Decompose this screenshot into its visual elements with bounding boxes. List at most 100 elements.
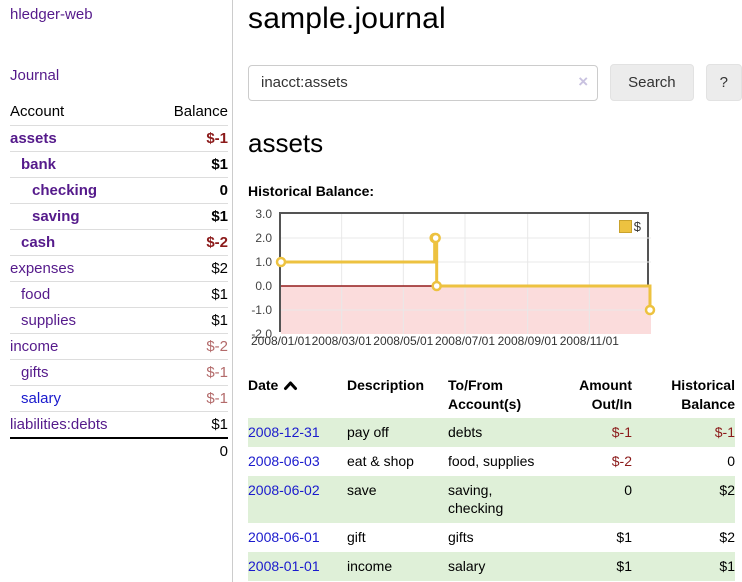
sidebar-account-link[interactable]: assets bbox=[10, 130, 57, 147]
register-header-description: Description bbox=[347, 377, 425, 393]
transaction-amount: $-1 bbox=[555, 417, 640, 447]
sidebar-account-link[interactable]: bank bbox=[21, 156, 57, 173]
legend-label: $ bbox=[633, 219, 641, 234]
accounts-table-body: assets $-1 bank $1 checking 0 saving $1 cash $-2 e… bbox=[10, 125, 228, 438]
transaction-accounts: debts bbox=[448, 417, 555, 447]
account-balance: $-2 bbox=[150, 229, 228, 256]
register-header-amount: Amount Out/In bbox=[579, 377, 632, 412]
table-row: 2008-06-01 gift gifts $1 $2 bbox=[248, 523, 735, 552]
accounts-header-balance: Balance bbox=[173, 103, 228, 120]
journal-nav: Journal bbox=[10, 67, 232, 84]
account-balance: $2 bbox=[150, 255, 228, 282]
account-row: checking 0 bbox=[10, 177, 228, 204]
register-table-body: 2008-12-31 pay off debts $-1 $-1 2008-06-03 ea… bbox=[248, 417, 735, 582]
account-balance: $-1 bbox=[150, 125, 228, 152]
app-title-link[interactable]: hledger-web bbox=[10, 6, 93, 23]
accounts-total-row: 0 bbox=[10, 437, 228, 464]
sidebar-account-link[interactable]: saving bbox=[32, 208, 80, 225]
search-form: × Search ? bbox=[248, 64, 742, 101]
help-button[interactable]: ? bbox=[705, 64, 742, 101]
account-row: supplies $1 bbox=[10, 307, 228, 334]
register-header-balance: Historical Balance bbox=[671, 377, 735, 412]
y-axis-tick-label: 2.0 bbox=[255, 231, 272, 245]
app-title: hledger-web bbox=[10, 6, 232, 23]
register-header-date[interactable]: Date bbox=[248, 374, 347, 418]
y-axis-tick-label: 3.0 bbox=[255, 207, 272, 221]
sidebar-account-link[interactable]: gifts bbox=[21, 364, 49, 381]
chart-title: Historical Balance: bbox=[248, 183, 375, 199]
sidebar-account-link[interactable]: food bbox=[21, 286, 51, 303]
transaction-accounts: food, supplies bbox=[448, 452, 535, 469]
sidebar-item-journal[interactable]: Journal bbox=[10, 67, 60, 84]
account-row: bank $1 bbox=[10, 151, 228, 178]
sidebar-account-link[interactable]: salary bbox=[21, 390, 62, 407]
y-axis-tick-label: 1.0 bbox=[255, 255, 272, 269]
account-row: expenses $2 bbox=[10, 255, 228, 282]
register-header-accounts: To/From Account(s) bbox=[448, 377, 522, 412]
account-row: cash $-2 bbox=[10, 229, 228, 256]
account-balance: $1 bbox=[150, 307, 228, 334]
transaction-description: pay off bbox=[347, 417, 448, 447]
account-row: liabilities:debts $1 bbox=[10, 411, 228, 438]
y-axis-tick-label: -2.0 bbox=[251, 327, 272, 341]
sidebar-account-link[interactable]: expenses bbox=[10, 260, 75, 277]
account-balance: $1 bbox=[150, 151, 228, 178]
sidebar-account-link[interactable]: checking bbox=[32, 182, 98, 199]
accounts-header-account: Account bbox=[10, 103, 65, 120]
table-row: 2008-06-02 save saving, checking 0 $2 bbox=[248, 475, 735, 524]
transaction-amount: 0 bbox=[555, 475, 640, 524]
account-balance: $-2 bbox=[150, 333, 228, 360]
register-header-row: Date Description To/From Account(s) Amou… bbox=[248, 374, 735, 418]
transaction-amount: $-2 bbox=[611, 452, 632, 469]
transaction-balance: $1 bbox=[640, 552, 735, 582]
chart-plot-area: $ bbox=[275, 212, 656, 334]
transaction-date-link[interactable]: 2008-06-01 bbox=[248, 529, 320, 546]
sidebar: hledger-web Journal Account Balance asse… bbox=[0, 0, 233, 582]
sidebar-account-link[interactable]: liabilities:debts bbox=[10, 416, 108, 433]
page-title: sample.journal bbox=[248, 2, 446, 35]
transaction-balance: $2 bbox=[719, 529, 735, 546]
x-axis-tick-label: 2008/01/01 bbox=[250, 334, 312, 348]
sidebar-account-link[interactable]: income bbox=[10, 338, 59, 355]
search-button[interactable]: Search bbox=[610, 64, 694, 101]
transaction-description: income bbox=[347, 552, 448, 582]
table-row: 2008-06-03 eat & shop food, supplies $-2 0 bbox=[248, 447, 735, 476]
search-input-wrap: × bbox=[248, 64, 599, 101]
account-row: saving $1 bbox=[10, 203, 228, 230]
x-axis-tick-label: 2008/07/01 bbox=[434, 334, 496, 348]
account-balance: $1 bbox=[150, 203, 228, 230]
clear-search-icon[interactable]: × bbox=[578, 71, 589, 91]
main-content: sample.journal × Search ? assets Histori… bbox=[233, 0, 742, 582]
register-table: Date Description To/From Account(s) Amou… bbox=[248, 374, 735, 582]
account-balance: 0 bbox=[150, 177, 228, 204]
sidebar-account-link[interactable]: supplies bbox=[21, 312, 77, 329]
transaction-description: save bbox=[347, 475, 448, 524]
chart-x-axis-labels: 2008/01/01 2008/03/01 2008/05/01 2008/07/01… bbox=[251, 334, 649, 351]
account-balance: $-1 bbox=[150, 359, 228, 386]
chart-svg bbox=[275, 214, 656, 334]
account-balance: $1 bbox=[150, 281, 228, 308]
legend-swatch-icon bbox=[618, 220, 632, 233]
transaction-accounts: gifts bbox=[448, 529, 474, 546]
accounts-table: Account Balance assets $-1 bank $1 checking 0… bbox=[10, 99, 228, 464]
account-balance: $1 bbox=[150, 411, 228, 438]
table-row: 2008-12-31 pay off debts $-1 $-1 bbox=[248, 417, 735, 447]
account-heading: assets bbox=[248, 128, 324, 158]
sidebar-account-link[interactable]: cash bbox=[21, 234, 56, 251]
accounts-header-row: Account Balance bbox=[10, 99, 228, 126]
x-axis-tick-label: 2008/03/01 bbox=[311, 334, 372, 348]
x-axis-tick-label: 2008/05/01 bbox=[373, 334, 434, 348]
chart-plot-wrap: $ 2008/01/01 2008/03/01 2008/05/01 2008/07/… bbox=[251, 207, 656, 351]
transaction-accounts: saving, checking bbox=[448, 475, 555, 524]
sort-ascending-icon bbox=[284, 381, 298, 390]
chart-legend: $ bbox=[616, 218, 643, 235]
transaction-date-link[interactable]: 2008-12-31 bbox=[248, 423, 320, 440]
transaction-date-link[interactable]: 2008-06-02 bbox=[248, 481, 320, 498]
y-axis-tick-label: 0.0 bbox=[255, 279, 272, 293]
transaction-date-link[interactable]: 2008-06-03 bbox=[248, 452, 320, 469]
transaction-description: eat & shop bbox=[347, 452, 414, 469]
search-input[interactable] bbox=[248, 64, 599, 101]
transaction-date-link[interactable]: 2008-01-01 bbox=[248, 558, 320, 575]
transaction-balance: $2 bbox=[640, 475, 735, 524]
